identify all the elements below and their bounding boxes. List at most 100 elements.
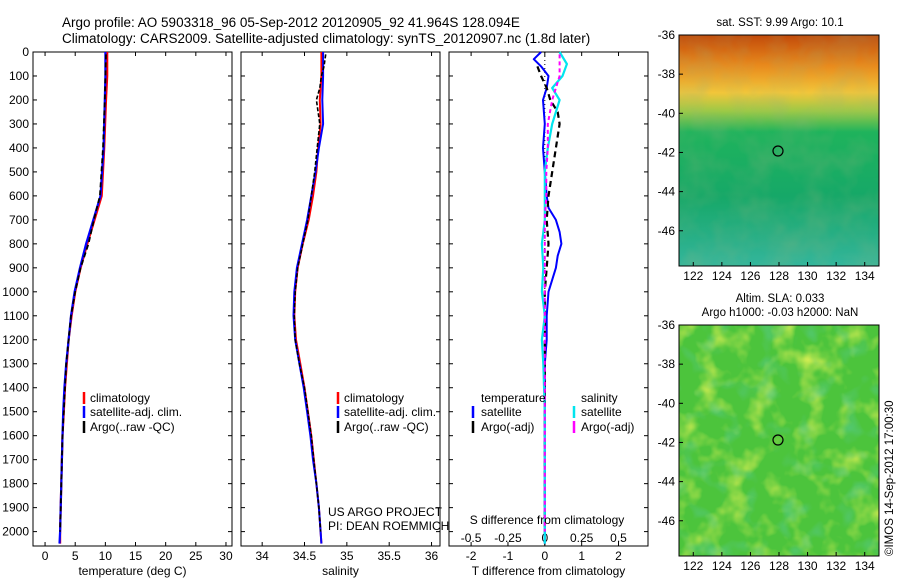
project-annotation: US ARGO PROJECT (328, 505, 443, 519)
legend-label-climatology: climatology (90, 391, 150, 405)
s-tick-label: 0.5 (610, 531, 627, 545)
satellite-line (58, 52, 107, 544)
y-tick-label: 200 (9, 93, 29, 107)
map-y-tick-label: -44 (658, 185, 676, 199)
map-x-tick-label: 128 (769, 559, 789, 573)
y-tick-label: 800 (9, 237, 29, 251)
legend-label-argo: Argo(..raw -QC) (90, 420, 175, 434)
argo-line (293, 54, 327, 532)
s-tick-label: 0.25 (570, 531, 594, 545)
title-line-2: Climatology: CARS2009. Satellite-adjuste… (62, 31, 590, 46)
y-tick-label: 1300 (2, 357, 29, 371)
title-line-1: Argo profile: AO 5903318_96 05-Sep-2012 … (62, 15, 520, 30)
x-tick-label: 1 (578, 549, 585, 563)
map-y-tick-label: -38 (658, 357, 676, 371)
map-y-tick-label: -44 (658, 475, 676, 489)
y-tick-label: 500 (9, 165, 29, 179)
y-tick-label: 100 (9, 69, 29, 83)
sst-map-title: sat. SST: 9.99 Argo: 10.1 (716, 17, 843, 29)
map-x-tick-label: 126 (740, 269, 760, 283)
legend-label-satellite: satellite-adj. clim. (344, 405, 436, 419)
map-x-tick-label: 124 (712, 559, 732, 573)
y-tick-label: 400 (9, 141, 29, 155)
s-tick-label: -0.5 (461, 531, 482, 545)
map-x-tick-label: 134 (855, 269, 875, 283)
y-tick-label: 1000 (2, 285, 29, 299)
y-tick-label: 1700 (2, 453, 29, 467)
y-tick-label: 1200 (2, 333, 29, 347)
legend-label-satellite: satellite-adj. clim. (90, 405, 182, 419)
plot-frame (240, 51, 441, 547)
sla-map: Altim. SLA: 0.033 Argo h1000: -0.03 h200… (658, 293, 896, 573)
temperature-legend: climatology satellite-adj. clim. Argo(..… (82, 391, 182, 434)
legend-heading-salinity: salinity (581, 391, 618, 405)
map-x-tick-label: 126 (740, 559, 760, 573)
legend-label-s-satellite: satellite (581, 405, 622, 419)
y-tick-label: 1400 (2, 381, 29, 395)
map-x-tick-label: 130 (798, 559, 818, 573)
x-axis-label: temperature (deg C) (78, 564, 186, 578)
x-tick-label: 15 (129, 549, 143, 563)
sst-map: sat. SST: 9.99 Argo: 10.1 122 124 126 128 13… (658, 17, 880, 283)
y-tick-label: 700 (9, 213, 29, 227)
s-difference-label: S difference from climatology (470, 513, 625, 527)
map-y-tick-label: -42 (658, 145, 676, 159)
sst-argo-marker (772, 145, 784, 157)
legend-label-t-argo: Argo(-adj) (481, 420, 534, 434)
map-y-tick-label: -42 (658, 435, 676, 449)
map-y-tick-label: -40 (658, 396, 676, 410)
y-tick-label: 300 (9, 117, 29, 131)
x-tick-label: 34 (255, 549, 269, 563)
pi-annotation: PI: DEAN ROEMMICH (328, 519, 449, 533)
y-tick-label: 900 (9, 261, 29, 275)
map-y-tick-label: -46 (658, 514, 676, 528)
map-y-tick-label: -46 (658, 224, 676, 238)
legend-label-argo: Argo(..raw -QC) (344, 420, 429, 434)
y-tick-label: 1600 (2, 429, 29, 443)
map-x-tick-label: 134 (855, 559, 875, 573)
sla-texture-green (679, 325, 879, 556)
x-tick-label: 25 (189, 549, 203, 563)
y-tick-label: 1900 (2, 501, 29, 515)
x-tick-label: 34.5 (293, 549, 317, 563)
s-tick-label: -0.25 (494, 531, 522, 545)
y-tick-label: 1800 (2, 477, 29, 491)
y-tick-label: 600 (9, 189, 29, 203)
map-x-tick-label: 128 (769, 269, 789, 283)
temperature-panel: 0 5 10 15 20 25 300100200300400500600700800900… (2, 45, 233, 578)
x-tick-label: 0 (541, 549, 548, 563)
map-y-tick-label: -36 (658, 28, 676, 42)
map-y-tick-label: -36 (658, 318, 676, 332)
x-tick-label: 5 (72, 549, 79, 563)
x-tick-label: 0 (42, 549, 49, 563)
x-tick-label: 35.5 (378, 549, 402, 563)
imos-timestamp: ©IMOS 14-Sep-2012 17:00:30 (884, 400, 896, 556)
x-tick-label: 10 (99, 549, 113, 563)
x-tick-label: -1 (503, 549, 514, 563)
x-tick-label: 2 (615, 549, 622, 563)
map-y-tick-label: -38 (658, 67, 676, 81)
x-tick-label: -2 (466, 549, 477, 563)
plot-frame (32, 51, 233, 547)
y-tick-label: 1500 (2, 405, 29, 419)
y-tick-label: 1100 (3, 309, 29, 323)
x-tick-label: 30 (219, 549, 233, 563)
map-x-tick-label: 132 (826, 559, 846, 573)
legend-heading-temperature: temperature (481, 391, 546, 405)
sla-map-title-2: Argo h1000: -0.03 h2000: NaN (702, 307, 859, 319)
x-axis-label: T difference from climatology (472, 564, 626, 578)
sla-argo-marker (772, 434, 784, 446)
difference-legend: temperature salinity satellite Argo(-adj… (471, 391, 634, 434)
difference-panel: -2 -1 0 1 2T difference from climatology -0.5… (448, 51, 649, 578)
x-tick-label: 20 (159, 549, 173, 563)
argo-line (59, 54, 107, 532)
map-x-tick-label: 130 (798, 269, 818, 283)
sst-texture (679, 35, 879, 266)
x-tick-label: 35 (340, 549, 354, 563)
map-x-tick-label: 132 (826, 269, 846, 283)
y-tick-label: 2000 (2, 525, 29, 539)
map-x-tick-label: 124 (712, 269, 732, 283)
salinity-legend: climatology satellite-adj. clim. Argo(..… (336, 391, 436, 434)
legend-label-t-satellite: satellite (481, 405, 522, 419)
